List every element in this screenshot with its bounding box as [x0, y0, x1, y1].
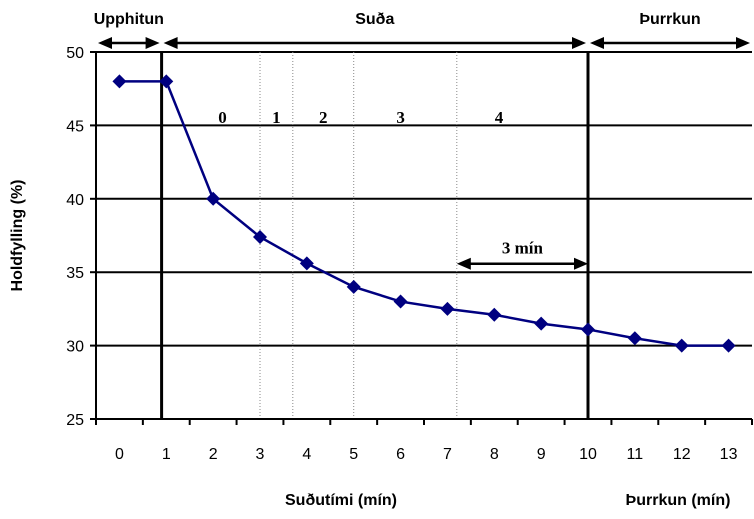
- y-tick-label-25: 25: [66, 412, 84, 429]
- x-tick-label-6: 6: [396, 446, 405, 463]
- x-tick-label-7: 7: [443, 446, 452, 463]
- x-tick-label-2: 2: [209, 446, 218, 463]
- phase-label-0: Upphitun: [94, 11, 164, 28]
- series: [112, 74, 736, 353]
- axes: [95, 52, 752, 420]
- y-tick-label-45: 45: [66, 118, 84, 135]
- phase-arrow-2-head-left: [590, 37, 604, 49]
- x-axis-title-drying: Þurrkun (mín): [626, 492, 731, 509]
- data-point-7: [440, 301, 455, 316]
- y-tick-label-35: 35: [66, 265, 84, 282]
- y-tick-label-30: 30: [66, 339, 84, 356]
- y-tick-label-50: 50: [66, 45, 84, 62]
- x-axis-title: Suðutími (mín): [285, 492, 397, 509]
- x-tick-label-1: 1: [162, 446, 171, 463]
- duration-arrow: [456, 257, 588, 270]
- y-axis-title: Holdfylling (%): [9, 180, 26, 292]
- phase-arrow-1-head-left: [163, 37, 178, 49]
- duration-arrow-head-left: [456, 257, 471, 270]
- x-tick-label-5: 5: [349, 446, 358, 463]
- series-line: [119, 80, 729, 347]
- data-point-5: [346, 279, 361, 294]
- stage-markers: 0 1 2 3 4 3 mín: [160, 52, 590, 419]
- phase-arrow-1: [163, 37, 586, 49]
- data-point-3: [253, 229, 267, 244]
- x-tick-label-0: 0: [115, 446, 124, 463]
- phase-arrow-2-head-right: [736, 37, 750, 49]
- x-tick-label-11: 11: [627, 446, 644, 463]
- phase-arrow-0: [98, 37, 160, 49]
- phase-label-2: Þurrkun: [639, 11, 700, 28]
- data-point-13: [721, 338, 736, 353]
- stage-label-2: 2: [319, 108, 328, 127]
- data-point-9: [534, 316, 549, 331]
- x-tick-label-4: 4: [302, 446, 311, 463]
- phase-arrow-1-head-right: [572, 37, 586, 49]
- data-point-12: [674, 338, 689, 353]
- phase-arrow-0-head-left: [98, 37, 112, 49]
- x-tick-label-12: 12: [673, 446, 691, 463]
- gridlines: [96, 51, 752, 347]
- data-point-2: [206, 191, 221, 206]
- data-point-11: [627, 331, 642, 346]
- phase-annotations: Upphitun Suða Þurrkun: [94, 11, 750, 49]
- stage-label-0: 0: [218, 108, 227, 127]
- data-point-10: [581, 322, 595, 337]
- x-tick-label-10: 10: [579, 446, 597, 463]
- stage-label-4: 4: [495, 108, 504, 127]
- data-point-4: [299, 256, 314, 271]
- stage-label-1: 1: [272, 108, 281, 127]
- data-point-1: [159, 74, 174, 89]
- y-tick-label-40: 40: [66, 192, 84, 209]
- data-point-0: [112, 74, 127, 89]
- x-tick-label-9: 9: [537, 446, 546, 463]
- stage-label-3: 3: [396, 108, 405, 127]
- duration-arrow-head-right: [574, 257, 588, 270]
- data-point-6: [393, 294, 408, 309]
- phase-arrow-2: [590, 37, 750, 49]
- x-tick-label-13: 13: [720, 446, 738, 463]
- duration-label: 3 mín: [502, 239, 544, 258]
- x-tick-label-3: 3: [256, 446, 265, 463]
- data-point-8: [487, 307, 502, 322]
- x-tick-label-8: 8: [490, 446, 499, 463]
- phase-arrow-0-head-right: [145, 37, 160, 49]
- phase-label-1: Suða: [355, 11, 394, 28]
